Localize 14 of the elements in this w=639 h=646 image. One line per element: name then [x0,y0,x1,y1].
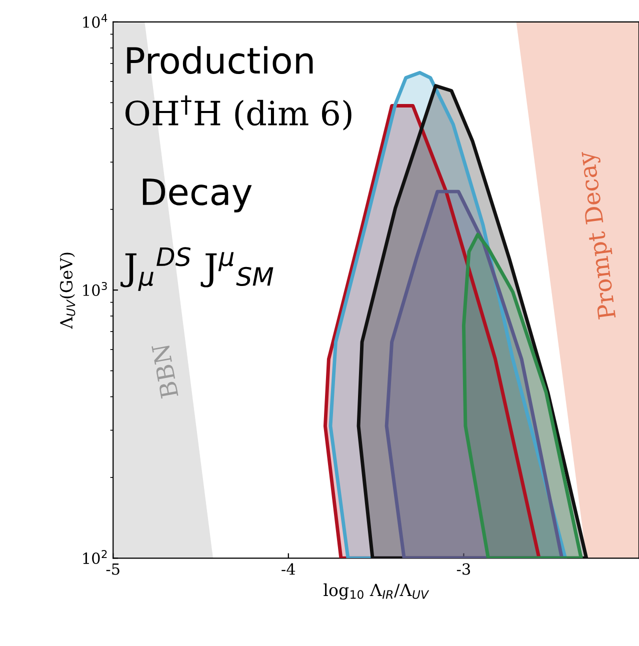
y-tick-label: 10$^{2}$ [83,550,107,564]
x-axis-title: log$_{10}$ Λ$_{IR}$/Λ$_{UV}$ [324,583,430,600]
x-tick-label: -3 [456,563,470,575]
annotation: J$_{μ}$$^{DS}$ J$^{μ}$$_{SM}$ [120,247,274,291]
annotation: Decay [142,178,252,212]
series-label: BBN [152,343,179,399]
annotation: OH$^{†}$H (dim 6) [125,95,352,130]
series-label: Prompt Decay [576,150,621,320]
y-axis-title: Λ$_{UV}$(GeV) [60,252,76,329]
y-tick-label: 10$^{3}$ [83,282,107,296]
annotation: Production [127,46,313,74]
x-tick-label: -4 [282,563,296,575]
x-tick-label: -5 [106,563,120,575]
y-tick-label: 10$^{4}$ [83,14,108,28]
